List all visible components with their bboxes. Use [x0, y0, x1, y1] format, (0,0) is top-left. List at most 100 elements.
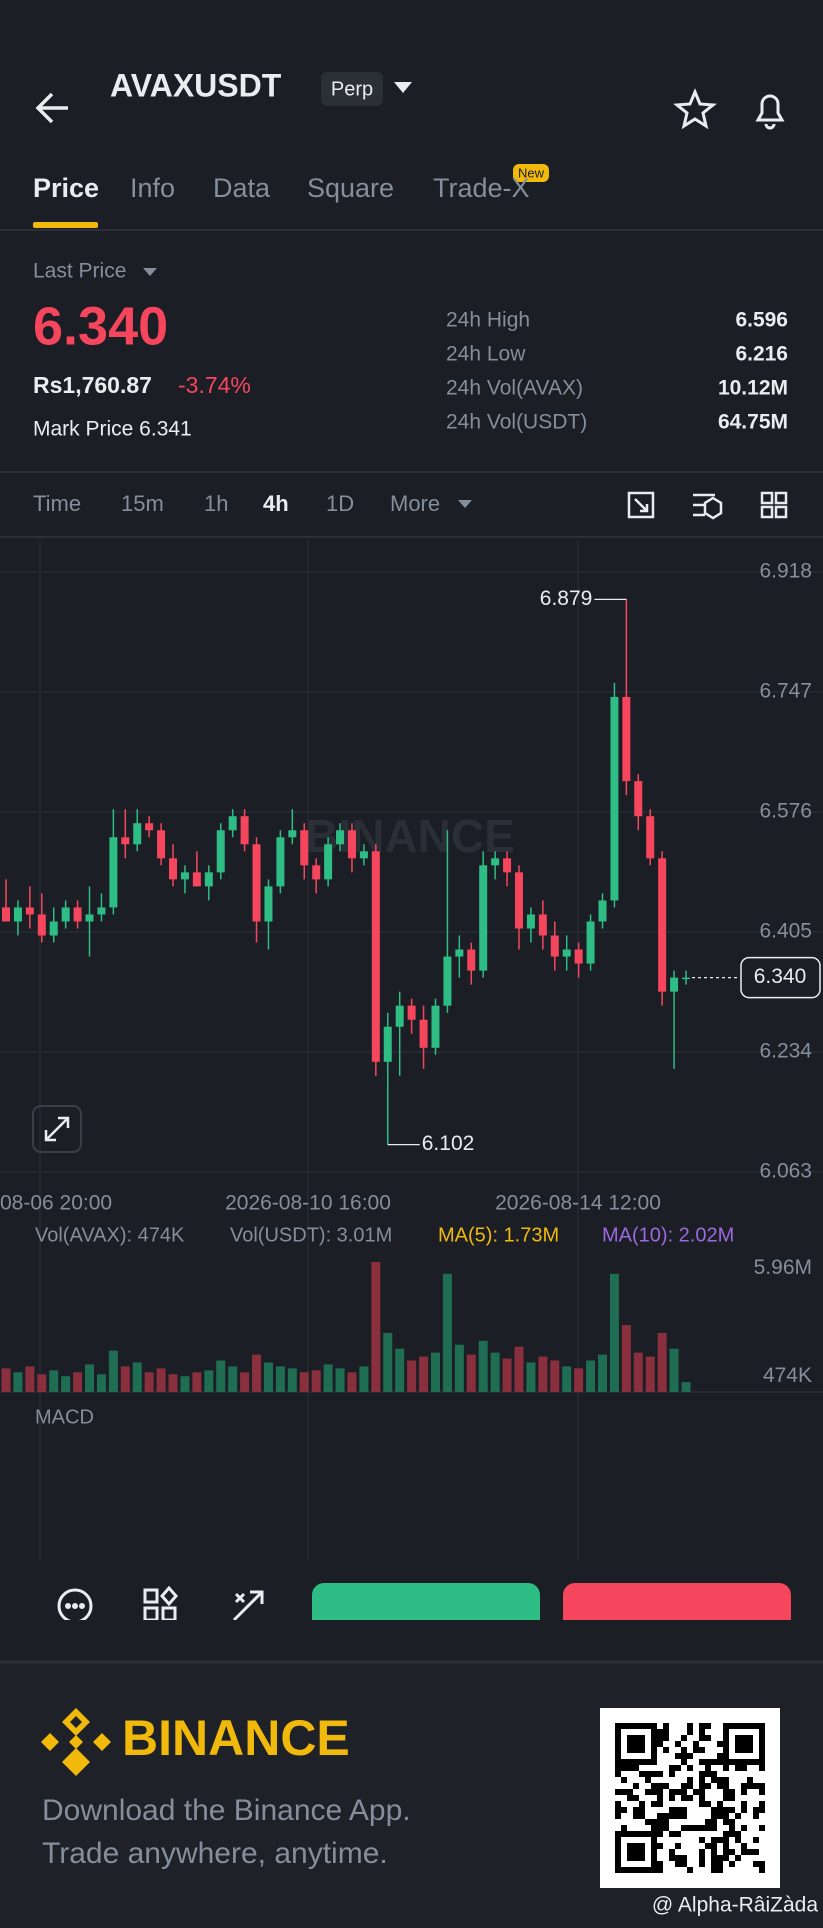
- volume-bar: [275, 1366, 285, 1392]
- qr-cell: [717, 1855, 723, 1861]
- qr-cell: [699, 1783, 705, 1789]
- qr-cell: [705, 1843, 711, 1849]
- qr-cell: [759, 1729, 765, 1735]
- qr-cell: [717, 1753, 723, 1759]
- qr-cell: [741, 1789, 747, 1795]
- dropdown-icon[interactable]: [458, 500, 472, 508]
- title: AVAXUSDT: [110, 67, 282, 103]
- qr-cell: [639, 1807, 645, 1813]
- qr-cell: [723, 1795, 729, 1801]
- qr-cell: [711, 1813, 717, 1819]
- volume-bar: [609, 1273, 619, 1392]
- qr-cell: [615, 1801, 621, 1807]
- qr-cell: [759, 1759, 765, 1765]
- y-tick-label: 6.918: [759, 560, 812, 583]
- volume-bar: [669, 1348, 679, 1392]
- qr-cell: [621, 1723, 627, 1729]
- qr-cell: [687, 1777, 693, 1783]
- qr-cell: [705, 1819, 711, 1825]
- stat-value: 64.75M: [718, 411, 788, 434]
- qr-cell: [699, 1789, 705, 1795]
- qr-cell: [753, 1849, 759, 1855]
- interval[interactable]: Time: [33, 491, 81, 516]
- volume-legend: Vol(USDT): 3.01M: [230, 1224, 392, 1246]
- qr-cell: [651, 1789, 657, 1795]
- tab[interactable]: Trade-X: [433, 173, 530, 203]
- star-icon[interactable]: [673, 88, 717, 130]
- qr-cell: [663, 1735, 669, 1741]
- interval[interactable]: 1D: [326, 491, 354, 516]
- qr-cell: [687, 1783, 693, 1789]
- qr-cell: [723, 1813, 729, 1819]
- volume-bar: [132, 1362, 142, 1392]
- interval[interactable]: 4h: [263, 491, 289, 516]
- candle-body: [562, 949, 571, 957]
- qr-cell: [681, 1789, 687, 1795]
- qr-cell: [639, 1813, 645, 1819]
- qr-cell: [627, 1747, 633, 1753]
- qr-cell: [627, 1855, 633, 1861]
- bell-icon[interactable]: [755, 94, 785, 130]
- qr-cell: [675, 1831, 681, 1837]
- tab[interactable]: Price: [33, 173, 99, 203]
- qr-cell: [615, 1855, 621, 1861]
- last-price-label: Last Price: [33, 260, 126, 283]
- qr-cell: [747, 1777, 753, 1783]
- qr-cell: [747, 1735, 753, 1741]
- qr-cell: [699, 1801, 705, 1807]
- qr-cell: [639, 1843, 645, 1849]
- qr-cell: [759, 1867, 765, 1873]
- qr-cell: [657, 1801, 663, 1807]
- tab[interactable]: Info: [130, 173, 175, 203]
- candle-body: [252, 844, 261, 922]
- volume-bar: [323, 1364, 333, 1392]
- qr-cell: [699, 1855, 705, 1861]
- qr-cell: [699, 1825, 705, 1831]
- qr-cell: [651, 1741, 657, 1747]
- qr-cell: [651, 1861, 657, 1867]
- tab[interactable]: Data: [213, 173, 271, 203]
- candle-body: [634, 781, 643, 817]
- interval[interactable]: More: [390, 491, 440, 516]
- candle-body: [204, 872, 213, 887]
- qr-cell: [723, 1807, 729, 1813]
- qr-cell: [657, 1789, 663, 1795]
- dropdown-icon[interactable]: [394, 82, 412, 93]
- qr-cell: [705, 1801, 711, 1807]
- qr-cell: [639, 1759, 645, 1765]
- qr-cell: [681, 1807, 687, 1813]
- qr-cell: [759, 1789, 765, 1795]
- fullscreen-button[interactable]: [32, 1105, 82, 1153]
- interval[interactable]: 15m: [121, 491, 164, 516]
- qr-cell: [711, 1819, 717, 1825]
- x-tick-label: 2026-08-10 16:00: [225, 1192, 391, 1215]
- qr-cell: [627, 1849, 633, 1855]
- qr-cell: [759, 1807, 765, 1813]
- volume-bar: [156, 1368, 166, 1392]
- stat-label: 24h Vol(AVAX): [446, 377, 583, 400]
- interval[interactable]: 1h: [204, 491, 228, 516]
- qr-cell: [615, 1789, 621, 1795]
- y-tick-label: 6.747: [759, 680, 812, 703]
- back-icon[interactable]: [35, 92, 68, 124]
- candle-body: [419, 1019, 428, 1048]
- qr-cell: [639, 1849, 645, 1855]
- stat-value: 6.596: [735, 309, 788, 332]
- qr-cell: [759, 1747, 765, 1753]
- high-marker: 6.879: [540, 587, 593, 610]
- qr-cell: [693, 1741, 699, 1747]
- qr-cell: [687, 1867, 693, 1873]
- volume-bar: [383, 1332, 393, 1392]
- chart-tools[interactable]: [627, 491, 788, 520]
- qr-cell: [717, 1813, 723, 1819]
- qr-cell: [747, 1849, 753, 1855]
- qr-cell: [669, 1765, 675, 1771]
- qr-cell: [723, 1777, 729, 1783]
- qr-cell: [639, 1735, 645, 1741]
- candle-body: [312, 865, 321, 880]
- candle-body: [13, 907, 22, 922]
- qr-cell: [621, 1777, 627, 1783]
- qr-cell: [759, 1741, 765, 1747]
- qr-cell: [759, 1735, 765, 1741]
- tab[interactable]: Square: [307, 173, 394, 203]
